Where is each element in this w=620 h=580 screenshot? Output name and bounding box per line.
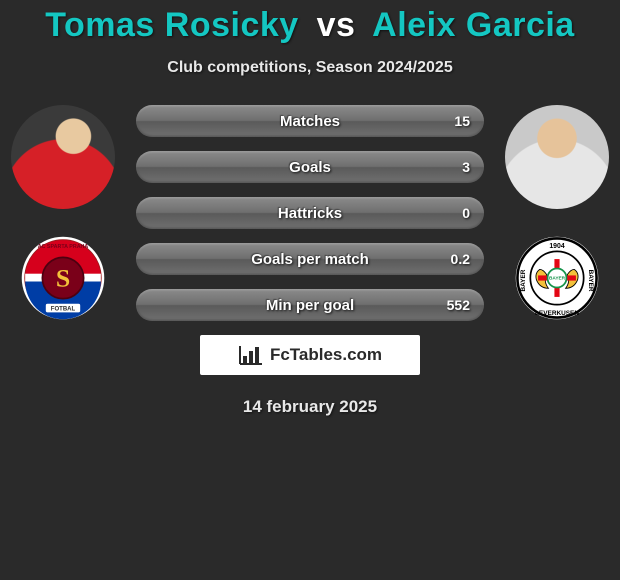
stat-label: Goals: [289, 159, 331, 176]
player1-photo: [11, 105, 115, 209]
stat-label: Hattricks: [278, 205, 342, 222]
svg-text:1904: 1904: [549, 243, 564, 250]
stat-value-right: 0: [462, 205, 470, 221]
club-badge-right: 1904 LEVERKUSEN BAYER BAYER BAYER E R: [512, 233, 602, 323]
stat-value-right: 552: [447, 297, 470, 313]
right-column: 1904 LEVERKUSEN BAYER BAYER BAYER E R: [502, 105, 612, 323]
bayer-leverkusen-logo-icon: 1904 LEVERKUSEN BAYER BAYER BAYER E R: [514, 235, 600, 321]
stat-label: Matches: [280, 113, 340, 130]
stat-row: Hattricks 0: [136, 197, 484, 229]
brand-box: FcTables.com: [200, 335, 420, 375]
sparta-praha-logo-icon: S FOTBAL AC SPARTA PRAHA: [20, 235, 106, 321]
stat-label: Min per goal: [266, 297, 354, 314]
bar-chart-icon: [238, 344, 264, 366]
stats-bars: Matches 15 Goals 3 Hattricks 0 Goals per…: [118, 105, 502, 375]
subtitle: Club competitions, Season 2024/2025: [0, 59, 620, 77]
stat-value-right: 0.2: [451, 251, 470, 267]
stat-label: Goals per match: [251, 251, 369, 268]
title-player1: Tomas Rosicky: [45, 6, 298, 44]
title-player2: Aleix Garcia: [372, 6, 575, 44]
player2-photo: [505, 105, 609, 209]
svg-text:LEVERKUSEN: LEVERKUSEN: [535, 310, 579, 317]
svg-text:S: S: [56, 264, 70, 293]
title-vs: vs: [317, 6, 356, 44]
svg-text:BAYER: BAYER: [520, 269, 527, 291]
svg-text:FOTBAL: FOTBAL: [51, 307, 76, 313]
stat-row: Min per goal 552: [136, 289, 484, 321]
stat-value-right: 15: [454, 113, 470, 129]
brand-name: FcTables.com: [270, 345, 382, 365]
stat-value-right: 3: [462, 159, 470, 175]
content-row: S FOTBAL AC SPARTA PRAHA Matches 15 Goal…: [0, 105, 620, 375]
club-badge-left: S FOTBAL AC SPARTA PRAHA: [18, 233, 108, 323]
stat-row: Matches 15: [136, 105, 484, 137]
left-column: S FOTBAL AC SPARTA PRAHA: [8, 105, 118, 323]
stat-row: Goals per match 0.2: [136, 243, 484, 275]
stat-row: Goals 3: [136, 151, 484, 183]
svg-text:BAYER: BAYER: [587, 270, 594, 292]
comparison-card: Tomas Rosicky vs Aleix Garcia Club compe…: [0, 0, 620, 417]
date-label: 14 february 2025: [0, 397, 620, 417]
svg-text:BAYER: BAYER: [549, 276, 566, 282]
svg-text:AC SPARTA PRAHA: AC SPARTA PRAHA: [38, 244, 89, 250]
page-title: Tomas Rosicky vs Aleix Garcia: [0, 0, 620, 45]
